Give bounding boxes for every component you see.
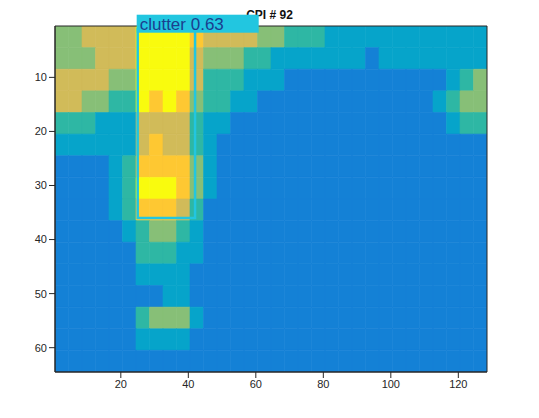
- svg-text:80: 80: [317, 378, 329, 390]
- svg-text:clutter 0.63: clutter 0.63: [140, 15, 224, 34]
- svg-text:100: 100: [382, 378, 400, 390]
- svg-text:60: 60: [250, 378, 262, 390]
- svg-text:20: 20: [115, 378, 127, 390]
- svg-text:40: 40: [35, 233, 47, 245]
- svg-text:120: 120: [449, 378, 467, 390]
- svg-text:30: 30: [35, 179, 47, 191]
- svg-text:60: 60: [35, 342, 47, 354]
- svg-text:50: 50: [35, 288, 47, 300]
- svg-text:10: 10: [35, 71, 47, 83]
- svg-text:40: 40: [182, 378, 194, 390]
- svg-text:20: 20: [35, 125, 47, 137]
- html-text:CPI # 92: CPI # 92: [246, 8, 293, 22]
